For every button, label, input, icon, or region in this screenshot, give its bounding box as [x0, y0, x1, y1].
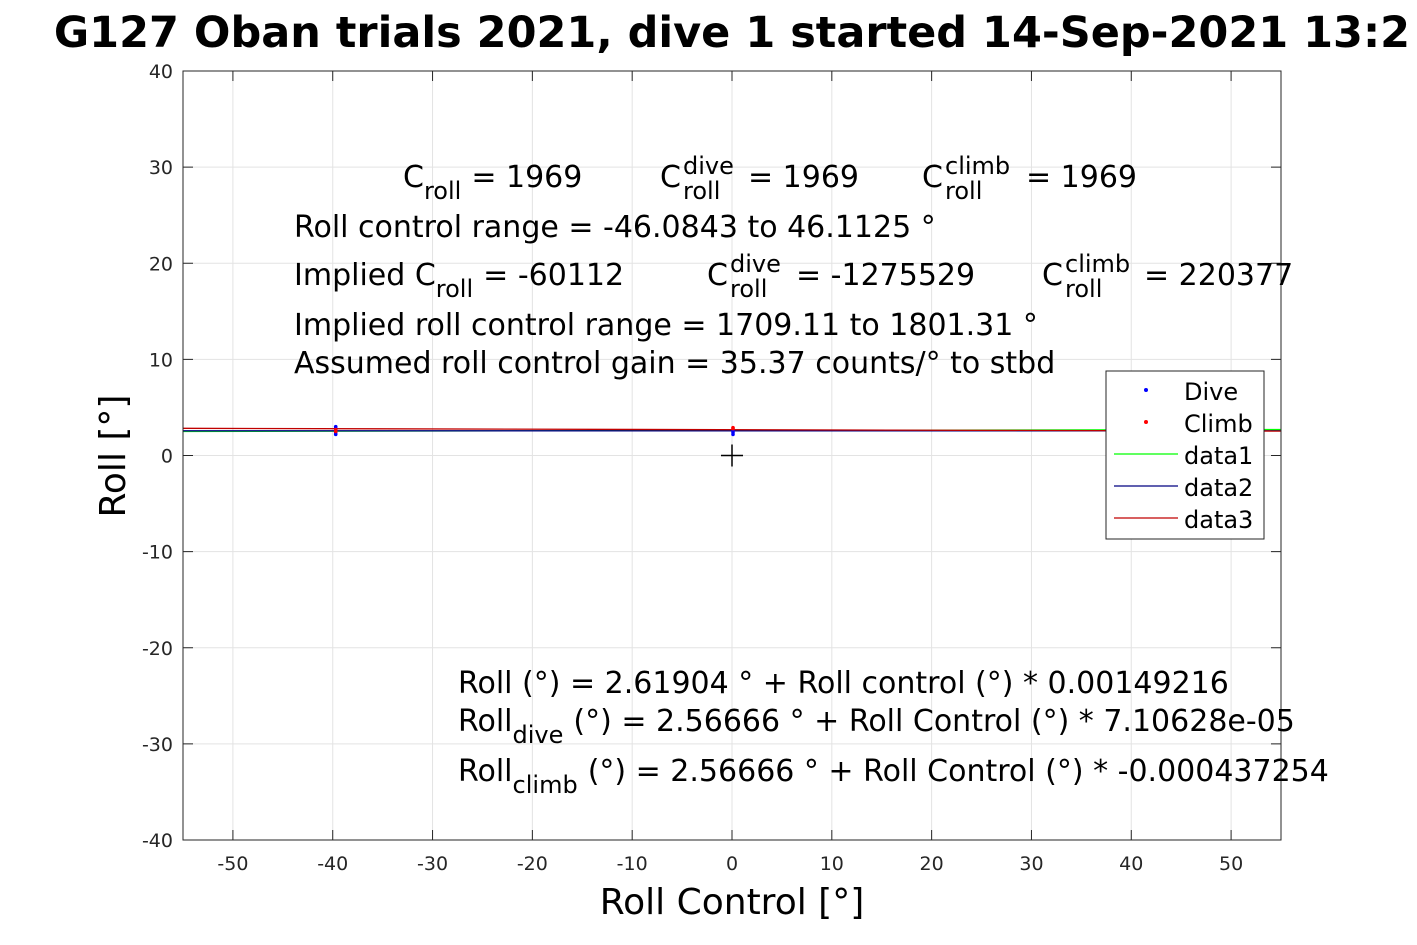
x-tick-label: 20	[920, 853, 944, 875]
x-tick-label: -10	[617, 853, 648, 875]
x-tick-label: -30	[417, 853, 448, 875]
roll-subscript: roll	[436, 275, 473, 303]
implied-c-roll-dive-value: = -1275529	[796, 258, 975, 293]
y-tick-labels: -40 -30 -20 -10 0 10 20 30 40	[142, 61, 173, 852]
roll-subscript: roll	[945, 177, 982, 205]
legend-label-climb: Climb	[1184, 410, 1253, 438]
x-tick-label: -50	[217, 853, 248, 875]
fit-dive-equation: (°) = 2.56666 ° + Roll Control (°) * 7.1…	[573, 704, 1294, 739]
x-tick-label: 10	[820, 853, 844, 875]
svg-text:C: C	[660, 160, 681, 195]
legend-label-dive: Dive	[1184, 378, 1238, 406]
annotation-implied: Implied Croll = -60112 C dive roll = -127…	[294, 250, 1293, 303]
legend: Dive Climb data1 data2 data3	[1105, 370, 1265, 540]
implied-c-roll-climb-value: = 220377	[1144, 258, 1293, 293]
x-tick-label: 50	[1219, 853, 1243, 875]
y-tick-label: -20	[142, 638, 173, 660]
roll-symbol: Roll	[458, 704, 513, 739]
y-tick-label: 0	[161, 446, 173, 468]
point-dive	[333, 424, 338, 429]
implied-prefix: Implied C	[294, 258, 436, 293]
y-tick-label: -40	[142, 830, 173, 852]
dive-subscript: dive	[513, 721, 564, 749]
climb-superscript: climb	[945, 152, 1010, 180]
roll-subscript: roll	[683, 177, 720, 205]
annotation-c-values: Croll = 1969 C dive roll = 1969 C climb r…	[403, 152, 1137, 205]
legend-label-data1: data1	[1184, 442, 1253, 470]
fit-climb: Rollclimb (°) = 2.56666 ° + Roll Control …	[458, 754, 1329, 799]
legend-label-data3: data3	[1184, 506, 1253, 534]
c-roll-climb-value: = 1969	[1026, 160, 1137, 195]
fit-all: Roll (°) = 2.61904 ° + Roll control (°) …	[458, 666, 1229, 701]
dive-superscript: dive	[730, 250, 781, 278]
x-tick-label: 40	[1119, 853, 1143, 875]
fit-dive: Rolldive (°) = 2.56666 ° + Roll Control (…	[458, 704, 1295, 749]
roll-subscript: roll	[1065, 275, 1102, 303]
y-tick-label: 30	[149, 157, 173, 179]
center-marker	[721, 444, 743, 467]
c-symbol: C	[922, 160, 943, 195]
point-climb	[731, 425, 735, 430]
roll-symbol: Roll	[458, 754, 513, 789]
x-tick-label: 0	[726, 853, 738, 875]
legend-label-data2: data2	[1184, 474, 1253, 502]
c-symbol: C	[1042, 258, 1063, 293]
c-symbol: C	[403, 160, 424, 195]
annotation-gain: Assumed roll control gain = 35.37 counts…	[294, 346, 1055, 381]
y-tick-label: -30	[142, 734, 173, 756]
x-tick-label: -20	[517, 853, 548, 875]
legend-marker-dive	[1144, 388, 1148, 392]
chart-title: G127 Oban trials 2021, dive 1 started 14…	[54, 8, 1410, 58]
climb-superscript: climb	[1065, 250, 1130, 278]
annotation-implied-range: Implied roll control range = 1709.11 to …	[294, 308, 1038, 343]
svg-text:Croll= 1969: Croll = 1969	[403, 160, 582, 205]
dive-superscript: dive	[683, 152, 734, 180]
roll-subscript: roll	[424, 177, 461, 205]
annotation-roll-range: Roll control range = -46.0843 to 46.1125…	[294, 210, 936, 245]
x-tick-label: 30	[1019, 853, 1043, 875]
c-roll-value: = 1969	[471, 160, 582, 195]
y-tick-label: 20	[149, 253, 173, 275]
x-tick-labels: -50 -40 -30 -20 -10 0 10 20 30 40 50	[217, 853, 1243, 875]
y-tick-label: -10	[142, 542, 173, 564]
y-tick-label: 40	[149, 61, 173, 83]
point-climb	[333, 427, 338, 432]
y-axis-label: Roll [°]	[93, 395, 134, 518]
c-roll-dive-value: = 1969	[748, 160, 859, 195]
plot-frame	[182, 70, 1282, 841]
svg-text:Implied Croll= -60112: Implied Croll = -60112	[294, 258, 624, 303]
y-tick-label: 10	[149, 349, 173, 371]
climb-subscript: climb	[513, 771, 578, 799]
roll-subscript: roll	[730, 275, 767, 303]
fit-climb-equation: (°) = 2.56666 ° + Roll Control (°) * -0.…	[588, 754, 1329, 789]
legend-box	[1105, 370, 1265, 540]
c-symbol: C	[660, 160, 681, 195]
legend-marker-climb	[1144, 420, 1148, 424]
series-points	[333, 424, 735, 437]
c-symbol: C	[707, 258, 728, 293]
implied-c-roll-value: = -60112	[483, 258, 624, 293]
x-tick-label: -40	[317, 853, 348, 875]
x-axis-label: Roll Control [°]	[600, 882, 865, 923]
